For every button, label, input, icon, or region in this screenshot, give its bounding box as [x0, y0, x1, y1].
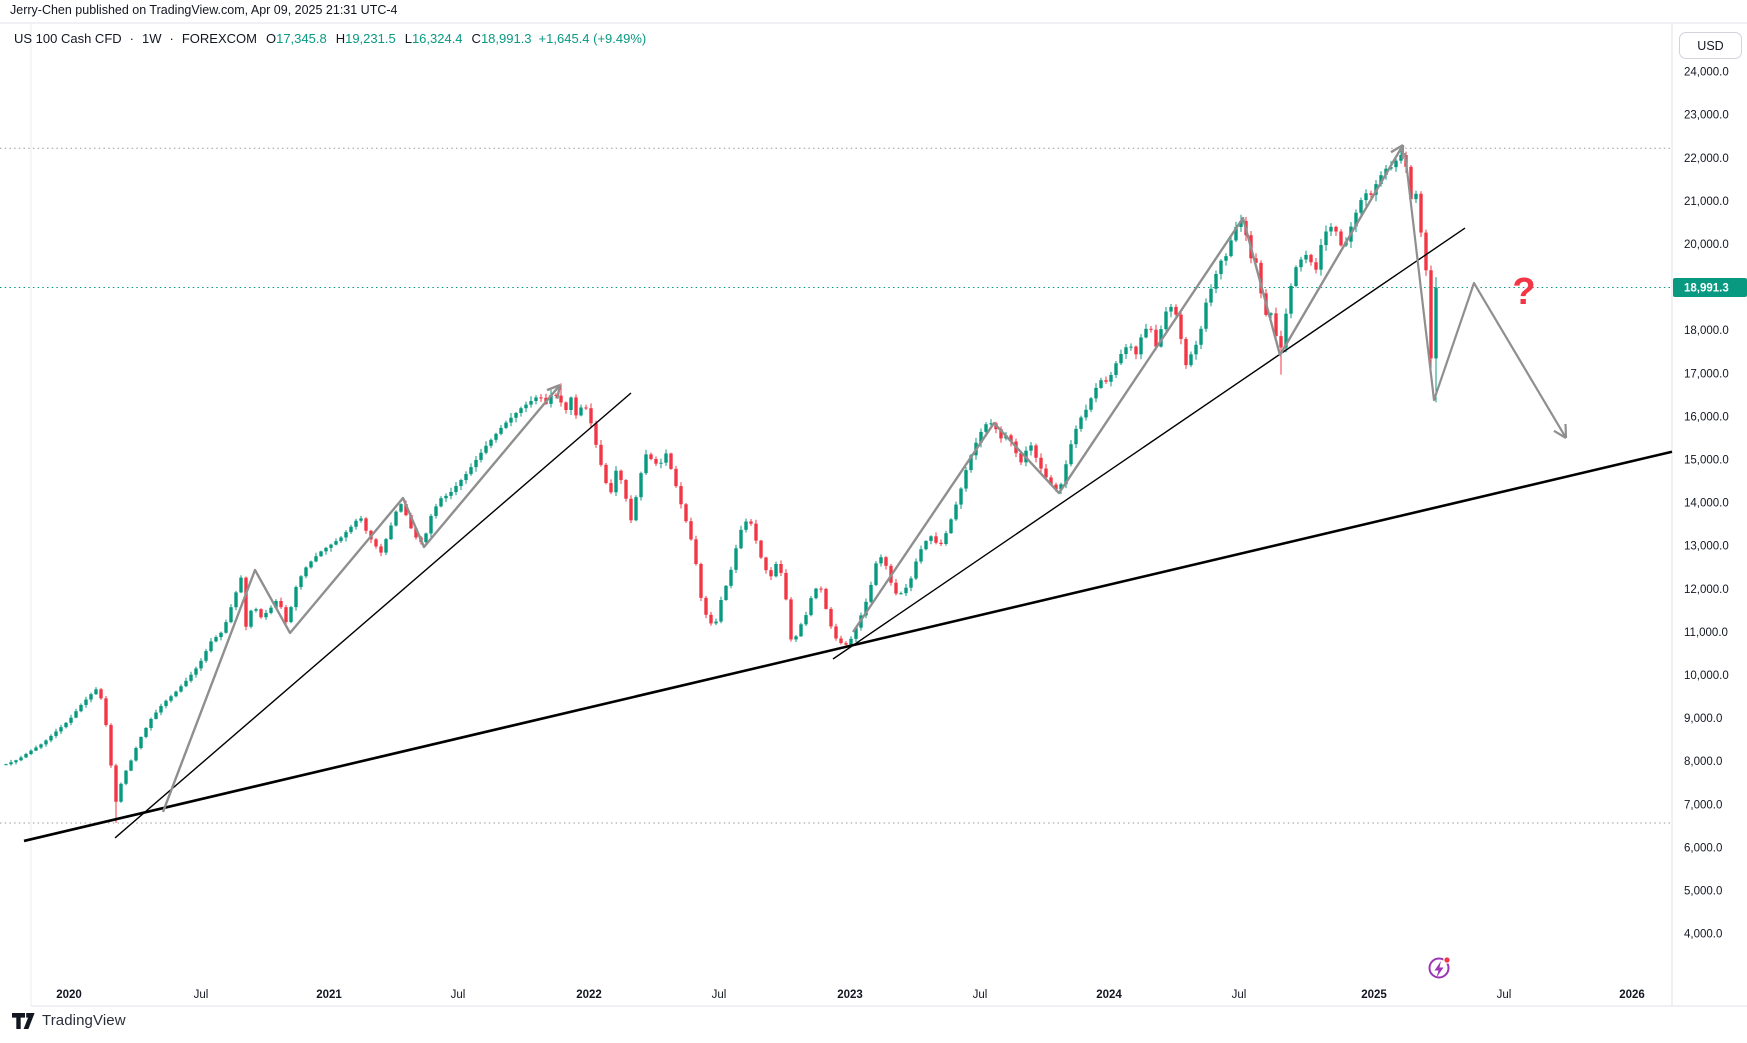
time-label-year: 2025 — [1361, 989, 1387, 1001]
last-price-badge: 18,991.3 — [1673, 277, 1747, 297]
trendline-channel-support-2023-2025[interactable] — [832, 227, 1466, 660]
tradingview-logo-text: TradingView — [42, 1012, 126, 1029]
price-label: 18,000.0 — [1684, 325, 1729, 337]
time-axis[interactable]: 2020 Jul 2021 Jul 2022 Jul 2023 Jul 2024 Jul 2025 J… — [56, 989, 1645, 1001]
time-label-month: Jul — [973, 989, 988, 1001]
time-label-month: Jul — [451, 989, 466, 1001]
legend-separator: · — [169, 31, 174, 46]
price-label: 24,000.0 — [1684, 67, 1729, 79]
price-label: 11,000.0 — [1684, 627, 1728, 639]
trendline-channel-support-2020-2021[interactable] — [114, 392, 632, 839]
question-mark-annotation: ? — [1512, 271, 1535, 313]
currency-button[interactable]: USD — [1679, 32, 1742, 59]
price-label: 10,000.0 — [1684, 670, 1729, 682]
price-label: 12,000.0 — [1684, 584, 1729, 596]
price-label: 15,000.0 — [1684, 455, 1729, 467]
open-value: O17,345.8 — [265, 31, 327, 46]
high-value: H19,231.5 — [335, 31, 396, 46]
price-label: 20,000.0 — [1684, 239, 1729, 251]
time-label-year: 2023 — [837, 989, 863, 1001]
time-label-month: Jul — [712, 989, 727, 1001]
price-label: 8,000.0 — [1684, 756, 1722, 768]
candlestick-series — [4, 147, 1438, 823]
idea-marker-icon[interactable] — [1428, 956, 1451, 979]
drawing-swing-2020-2021[interactable] — [161, 383, 562, 813]
change-value: +1,645.4 (+9.49%) — [538, 31, 647, 46]
price-label: 5,000.0 — [1684, 886, 1722, 898]
exchange-label: FOREXCOM — [181, 31, 257, 46]
attribution-text: Jerry-Chen published on TradingView.com,… — [10, 3, 398, 17]
tradingview-logo-icon — [12, 1012, 35, 1029]
time-label-year: 2022 — [576, 989, 602, 1001]
price-label: 7,000.0 — [1684, 799, 1722, 811]
time-label-month: Jul — [1497, 989, 1512, 1001]
symbol-legend[interactable]: US 100 Cash CFD · 1W · FOREXCOM O17,345.… — [14, 31, 646, 46]
time-label-year: 2026 — [1619, 989, 1645, 1001]
price-label: 4,000.0 — [1684, 929, 1722, 941]
time-label-year: 2024 — [1096, 989, 1122, 1001]
trendline-major-support-thick[interactable] — [23, 450, 1673, 843]
price-label: 16,000.0 — [1684, 411, 1729, 423]
price-label: 13,000.0 — [1684, 541, 1729, 553]
last-price-badge-text: 18,991.3 — [1684, 282, 1729, 294]
interval-label: 1W — [142, 31, 162, 46]
price-label: 6,000.0 — [1684, 842, 1722, 854]
price-label: 21,000.0 — [1684, 196, 1729, 208]
price-label: 17,000.0 — [1684, 368, 1729, 380]
price-label: 14,000.0 — [1684, 498, 1729, 510]
time-label-month: Jul — [194, 989, 209, 1001]
time-label-month: Jul — [1232, 989, 1247, 1001]
price-label: 23,000.0 — [1684, 110, 1729, 122]
time-label-year: 2020 — [56, 989, 82, 1001]
drawing-bearish-forecast[interactable] — [1403, 152, 1568, 439]
symbol-name: US 100 Cash CFD — [14, 31, 122, 46]
legend-separator: · — [129, 31, 134, 46]
price-label: 9,000.0 — [1684, 713, 1722, 725]
low-value: L16,324.4 — [404, 31, 463, 46]
price-scale[interactable]: 24,000.0 23,000.0 22,000.0 21,000.0 20,000.0… — [1684, 67, 1729, 941]
close-value: C18,991.3 — [471, 31, 532, 46]
drawing-swing-2023-2025[interactable] — [852, 143, 1405, 633]
time-label-year: 2021 — [316, 989, 342, 1001]
footer-branding[interactable]: TradingView — [12, 1012, 126, 1029]
price-label: 22,000.0 — [1684, 153, 1729, 165]
